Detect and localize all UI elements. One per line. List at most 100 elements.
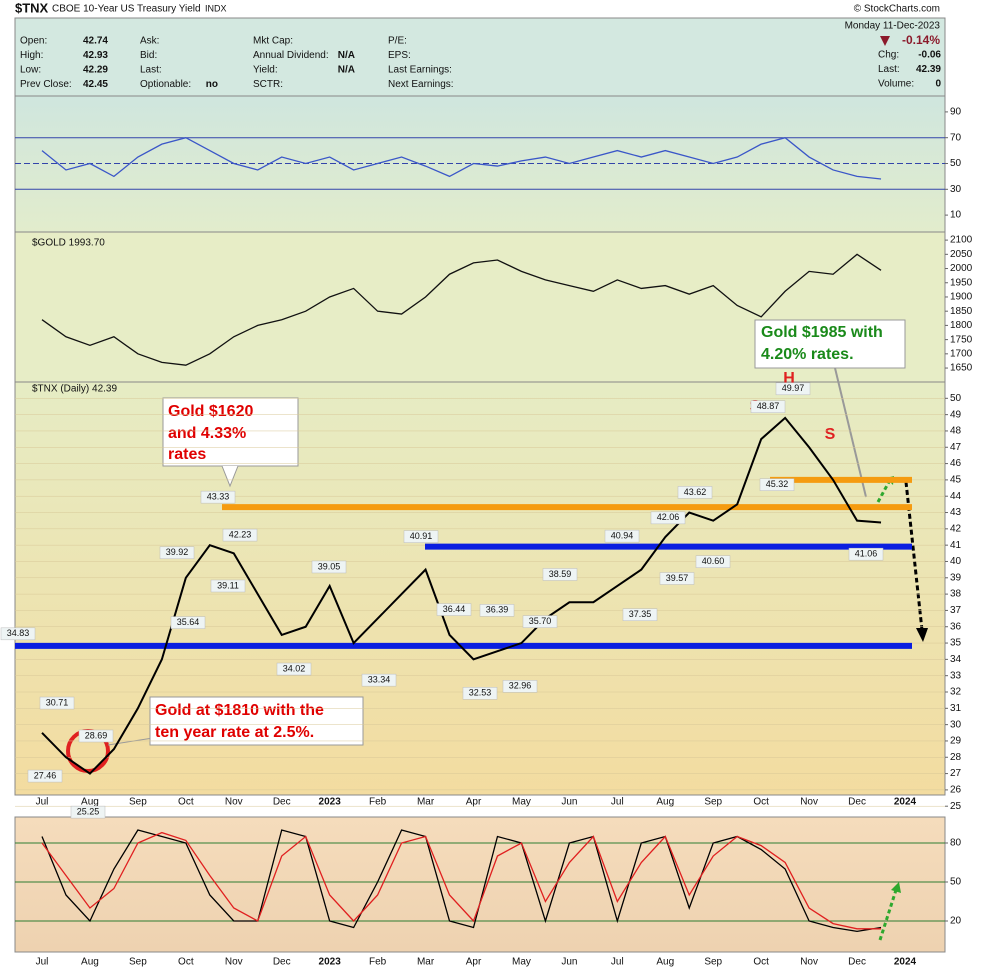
y-tick-label: 36 [950,621,962,632]
price-label-box [436,603,472,616]
y-tick-label: 48 [950,426,962,437]
field-value: no [206,79,218,90]
price-label: 25.25 [77,807,100,817]
x-tick-label: Apr [466,797,482,808]
callout-text: Gold at $1810 with the [155,702,324,719]
price-label-box [542,568,578,581]
x-tick-label: Oct [178,797,194,808]
x-tick-label: Nov [225,957,243,968]
callout-pointer [834,367,867,498]
series-line [41,136,882,180]
name: CBOE 10-Year US Treasury Yield [52,4,201,15]
callout-box [149,696,364,746]
y-tick-label: 20 [950,916,962,927]
x-tick-label: Jun [561,957,577,968]
y-tick-label: 39 [950,572,962,583]
y-tick-label: 27 [950,768,962,779]
field-label: Volume: [878,79,914,90]
price-label-box [70,805,106,819]
stoch-panel [14,816,946,953]
price-label-box [622,608,658,621]
pattern-label: S [825,426,836,443]
y-tick-label: 46 [950,458,962,469]
x-tick-label: Dec [848,797,866,808]
y-tick-label: 50 [950,158,962,169]
callout: Gold at $1810 with the ten year rate at … [107,696,364,746]
change-pct: -0.14% [902,33,940,47]
y-tick-label: 1650 [950,363,973,374]
y-tick-label: 26 [950,785,962,796]
y-tick-label: 33 [950,670,962,681]
price-label: 38.59 [549,569,572,579]
price-label: 36.39 [486,605,509,615]
y-tick-label: 42 [950,523,962,534]
field-label: Chg: [878,50,899,61]
x-tick-label: Sep [704,957,722,968]
field-value: N/A [338,50,355,61]
price-label: 43.33 [207,492,230,502]
price-label: 49.97 [782,383,805,393]
price-label-box [403,530,439,543]
y-tick-label: 28 [950,752,962,763]
x-tick-label: Aug [656,957,674,968]
callout-text: ten year rate at 2.5%. [155,724,314,741]
info-panel [14,17,946,97]
price-label: 43.62 [684,487,707,497]
x-tick-label: Oct [178,957,194,968]
field-value: 42.45 [83,79,108,90]
x-tick-label: Nov [800,797,818,808]
field-label: EPS: [388,50,411,61]
x-tick-label: Oct [753,957,769,968]
date: Monday 11-Dec-2023 [845,21,941,32]
y-tick-label: 34 [950,654,962,665]
price-label-box [159,546,195,560]
price-label-box [522,615,558,628]
x-tick-label: Oct [753,797,769,808]
y-tick-label: 43 [950,507,962,518]
field-label: SCTR: [253,79,283,90]
field-value: 42.93 [83,50,108,61]
y-tick-label: 29 [950,736,962,747]
y-tick-label: 1750 [950,334,973,345]
price-label-box [775,382,811,396]
field-label: Ask: [140,36,159,47]
y-tick-label: 32 [950,687,962,698]
x-tick-label: Nov [225,797,243,808]
price-label-box [200,490,236,504]
arrowhead [916,628,928,642]
field-value: 42.39 [916,64,941,75]
price-label: 34.83 [7,628,30,638]
x-tick-label: Apr [466,957,482,968]
y-tick-label: 2050 [950,249,973,260]
price-label: 37.35 [629,609,652,619]
x-tick-label: May [512,957,531,968]
price-label: 40.94 [611,531,634,541]
price-label: 39.57 [666,573,689,583]
x-tick-label: 2024 [894,797,917,808]
x-tick-label: Sep [129,797,147,808]
price-label: 48.87 [757,401,780,411]
callout-box [754,319,906,369]
x-tick-label: Jul [611,797,624,808]
price-label-box [848,547,884,561]
price-label: 35.64 [177,617,200,627]
y-tick-label: 10 [950,210,962,221]
y-tick-label: 90 [950,107,962,118]
price-label-box [170,616,206,629]
y-tick-label: 25 [950,801,962,812]
x-tick-label: Feb [369,797,387,808]
x-tick-label: Feb [369,957,387,968]
price-label: 33.34 [368,675,391,685]
price-label: 36.44 [443,604,466,614]
symbol: $TNX [15,0,49,15]
price-label: 35.70 [529,616,552,626]
price-label-box [361,673,397,687]
callout-text: 4.20% rates. [761,346,854,363]
y-tick-label: 40 [950,556,962,567]
y-tick-label: 38 [950,589,962,600]
y-tick-label: 47 [950,442,962,453]
field-label: High: [20,50,43,61]
callout-text: and 4.33% [168,425,246,442]
y-tick-label: 1700 [950,348,973,359]
